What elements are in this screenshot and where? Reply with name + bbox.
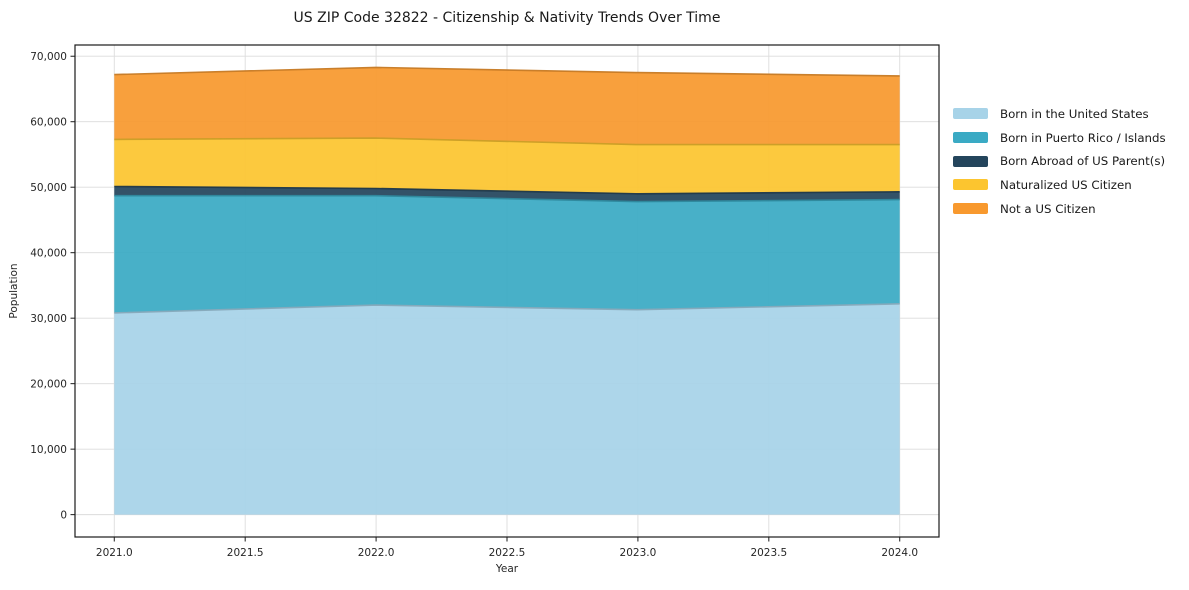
area-series-3 (114, 186, 900, 202)
legend-item-label: Not a US Citizen (1000, 201, 1096, 216)
legend-item-label: Born in Puerto Rico / Islands (1000, 130, 1166, 145)
chart-title: US ZIP Code 32822 - Citizenship & Nativi… (293, 10, 721, 26)
y-axis-label: Population (8, 263, 20, 319)
x-axis-label: Year (495, 563, 519, 575)
y-tick-label: 40,000 (30, 247, 67, 259)
area-series-edge-2 (114, 194, 900, 203)
legend: Born in the United States Born in Puerto … (953, 102, 1166, 220)
area-series-4 (114, 138, 900, 194)
area-series-1 (114, 303, 900, 515)
y-tick-label: 20,000 (30, 378, 67, 390)
legend-item-label: Born in the United States (1000, 106, 1149, 121)
y-tick-label: 50,000 (30, 182, 67, 194)
x-tick-label: 2024.0 (881, 547, 918, 559)
area-series-5 (114, 67, 900, 145)
legend-swatch-icon (953, 132, 988, 144)
y-tick-label: 10,000 (30, 444, 67, 456)
y-tick-label: 60,000 (30, 116, 67, 128)
legend-swatch-icon (953, 108, 988, 120)
x-tick-label: 2023.0 (620, 547, 657, 559)
legend-item: Not a US Citizen (953, 197, 1166, 221)
legend-swatch-icon (953, 203, 988, 215)
y-tick-label: 70,000 (30, 51, 67, 63)
legend-swatch-icon (953, 155, 988, 167)
legend-item: Born in Puerto Rico / Islands (953, 126, 1166, 150)
y-tick-label: 0 (60, 509, 67, 521)
x-tick-label: 2023.5 (750, 547, 787, 559)
x-tick-label: 2021.5 (227, 547, 264, 559)
legend-item: Born Abroad of US Parent(s) (953, 149, 1166, 173)
legend-item-label: Born Abroad of US Parent(s) (1000, 154, 1166, 169)
x-tick-label: 2021.0 (96, 547, 133, 559)
area-series-edge-3 (114, 185, 900, 195)
area-series-edge-5 (114, 66, 900, 77)
legend-swatch-icon (953, 179, 988, 191)
area-series-2 (114, 195, 900, 313)
legend-item: Born in the United States (953, 102, 1166, 126)
area-series-edge-1 (114, 303, 900, 314)
legend-item: Naturalized US Citizen (953, 173, 1166, 197)
y-tick-label: 30,000 (30, 313, 67, 325)
area-series-edge-4 (114, 137, 900, 146)
x-tick-label: 2022.5 (489, 547, 526, 559)
x-tick-label: 2022.0 (358, 547, 395, 559)
legend-item-label: Naturalized US Citizen (1000, 177, 1132, 192)
